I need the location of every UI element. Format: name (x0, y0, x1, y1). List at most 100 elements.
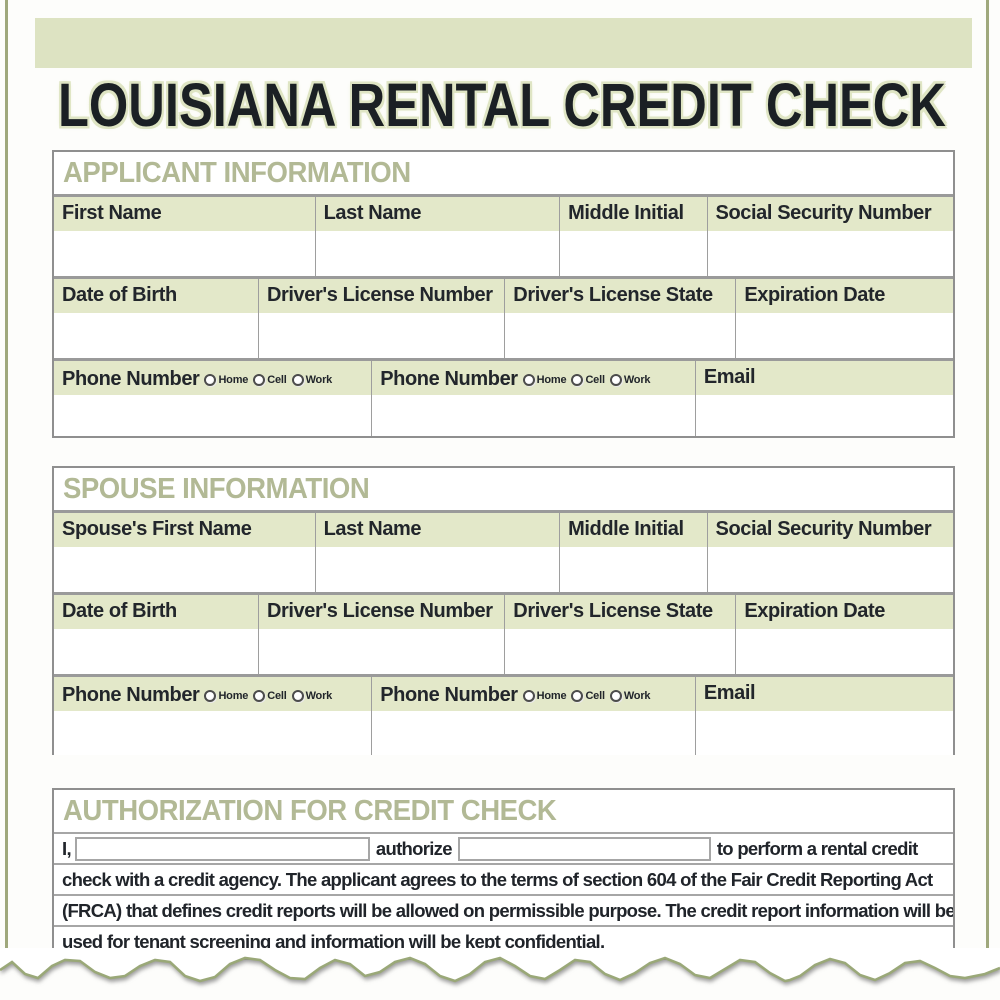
phone2-cell-option[interactable]: Cell (571, 373, 605, 386)
radio-button-icon[interactable] (609, 373, 622, 386)
radio-button-icon[interactable] (253, 373, 266, 386)
spouse-phone2-input[interactable] (372, 711, 695, 755)
dl-number-label: Driver's License Number (258, 595, 505, 629)
applicant-dl-number-field: Driver's License Number (258, 279, 506, 358)
applicant-section-header: APPLICANT INFORMATION (63, 156, 411, 189)
radio-button-icon[interactable] (609, 689, 622, 702)
radio-button-icon[interactable] (204, 373, 217, 386)
email-label: Email (695, 677, 953, 711)
authorization-section-header: AUTHORIZATION FOR CREDIT CHECK (63, 794, 557, 827)
radio-button-icon[interactable] (522, 689, 535, 702)
radio-button-icon[interactable] (291, 373, 304, 386)
applicant-dob-field: Date of Birth (54, 279, 259, 358)
spouse-phone2-work-option[interactable]: Work (609, 689, 651, 702)
authorization-text-line-3: (FRCA) that defines credit reports will … (54, 894, 953, 925)
spouse-dob-field: Date of Birth (54, 595, 259, 674)
last-name-label: Last Name (315, 197, 560, 231)
spouse-phone1-field: Phone Number Home Cell Work (54, 677, 373, 755)
phone-number-label: Phone Number (62, 684, 200, 706)
spouse-last-name-field: Last Name (315, 513, 561, 592)
spouse-first-name-label: Spouse's First Name (54, 513, 315, 547)
torn-paper-edge (0, 948, 1000, 983)
spouse-last-name-input[interactable] (315, 547, 560, 592)
spouse-ssn-input[interactable] (707, 547, 953, 592)
ssn-label: Social Security Number (707, 197, 953, 231)
spouse-phone2-cell-option[interactable]: Cell (571, 689, 605, 702)
expiration-label: Expiration Date (736, 595, 953, 629)
authorized-party-input[interactable] (457, 836, 711, 861)
applicant-dl-number-input[interactable] (258, 313, 505, 358)
spouse-dob-input[interactable] (54, 629, 258, 674)
spouse-phone-row: Phone Number Home Cell Work Phone Number… (54, 674, 953, 755)
spouse-phone1-work-option[interactable]: Work (291, 689, 332, 702)
spouse-phone1-input[interactable] (54, 711, 372, 755)
spouse-section: SPOUSE INFORMATION Spouse's First Name L… (52, 466, 955, 755)
radio-button-icon[interactable] (204, 689, 217, 702)
i-prefix-text: I, (62, 837, 72, 859)
spouse-dl-state-field: Driver's License State (505, 595, 737, 674)
spouse-section-header: SPOUSE INFORMATION (63, 472, 370, 505)
spouse-expiration-field: Expiration Date (736, 595, 953, 674)
applicant-section: APPLICANT INFORMATION First Name Last Na… (52, 150, 955, 438)
top-banner (35, 18, 972, 68)
applicant-middle-initial-input[interactable] (560, 231, 707, 276)
first-name-label: First Name (54, 197, 315, 231)
applicant-email-input[interactable] (695, 395, 953, 436)
applicant-first-name-input[interactable] (54, 231, 315, 276)
phone-number-label: Phone Number (380, 684, 518, 706)
dl-state-label: Driver's License State (505, 595, 736, 629)
applicant-first-name-field: First Name (54, 197, 316, 276)
radio-button-icon[interactable] (253, 689, 266, 702)
right-page-edge-line (986, 0, 989, 956)
phone1-cell-option[interactable]: Cell (253, 373, 287, 386)
applicant-middle-initial-field: Middle Initial (560, 197, 708, 276)
applicant-expiration-field: Expiration Date (736, 279, 953, 358)
dob-label: Date of Birth (54, 595, 258, 629)
spouse-phone2-home-option[interactable]: Home (522, 689, 567, 702)
applicant-license-row: Date of Birth Driver's License Number Dr… (54, 276, 953, 358)
radio-button-icon[interactable] (571, 373, 584, 386)
authorization-signature-row: I, authorize to perform a rental credit (54, 832, 953, 863)
authorization-text-line-2: check with a credit agency. The applican… (54, 863, 953, 894)
applicant-phone2-field: Phone Number Home Cell Work (372, 361, 696, 436)
spouse-phone1-home-option[interactable]: Home (204, 689, 248, 702)
expiration-label: Expiration Date (736, 279, 953, 313)
authorization-section: AUTHORIZATION FOR CREDIT CHECK I, author… (52, 788, 955, 960)
spouse-email-input[interactable] (695, 711, 953, 755)
phone-number-label: Phone Number (62, 368, 200, 390)
phone1-label-band: Phone Number Home Cell Work (54, 677, 372, 711)
applicant-name-row: First Name Last Name Middle Initial Soci… (54, 194, 953, 276)
spouse-dl-state-input[interactable] (505, 629, 736, 674)
phone2-work-option[interactable]: Work (609, 373, 651, 386)
phone1-home-option[interactable]: Home (204, 373, 248, 386)
applicant-ssn-input[interactable] (707, 231, 953, 276)
applicant-phone2-input[interactable] (372, 395, 695, 436)
spouse-middle-initial-field: Middle Initial (560, 513, 708, 592)
spouse-expiration-input[interactable] (736, 629, 953, 674)
ssn-label: Social Security Number (707, 513, 953, 547)
applicant-dl-state-field: Driver's License State (505, 279, 737, 358)
applicant-last-name-input[interactable] (315, 231, 560, 276)
applicant-dl-state-input[interactable] (505, 313, 736, 358)
applicant-dob-input[interactable] (54, 313, 258, 358)
spouse-dl-number-input[interactable] (258, 629, 505, 674)
spouse-middle-initial-input[interactable] (560, 547, 707, 592)
spouse-email-field: Email (695, 677, 953, 755)
applicant-expiration-input[interactable] (736, 313, 953, 358)
radio-button-icon[interactable] (571, 689, 584, 702)
phone1-work-option[interactable]: Work (291, 373, 332, 386)
dl-number-label: Driver's License Number (258, 279, 505, 313)
phone2-home-option[interactable]: Home (522, 373, 567, 386)
applicant-last-name-field: Last Name (315, 197, 561, 276)
applicant-phone1-input[interactable] (54, 395, 372, 436)
authorizer-name-input[interactable] (74, 836, 370, 861)
phone2-label-band: Phone Number Home Cell Work (372, 361, 695, 395)
phone-number-label: Phone Number (380, 368, 518, 390)
spouse-first-name-input[interactable] (54, 547, 315, 592)
radio-button-icon[interactable] (291, 689, 304, 702)
spouse-phone1-cell-option[interactable]: Cell (253, 689, 287, 702)
radio-button-icon[interactable] (522, 373, 535, 386)
spouse-dl-number-field: Driver's License Number (258, 595, 506, 674)
email-label: Email (695, 361, 953, 395)
last-name-label: Last Name (315, 513, 560, 547)
